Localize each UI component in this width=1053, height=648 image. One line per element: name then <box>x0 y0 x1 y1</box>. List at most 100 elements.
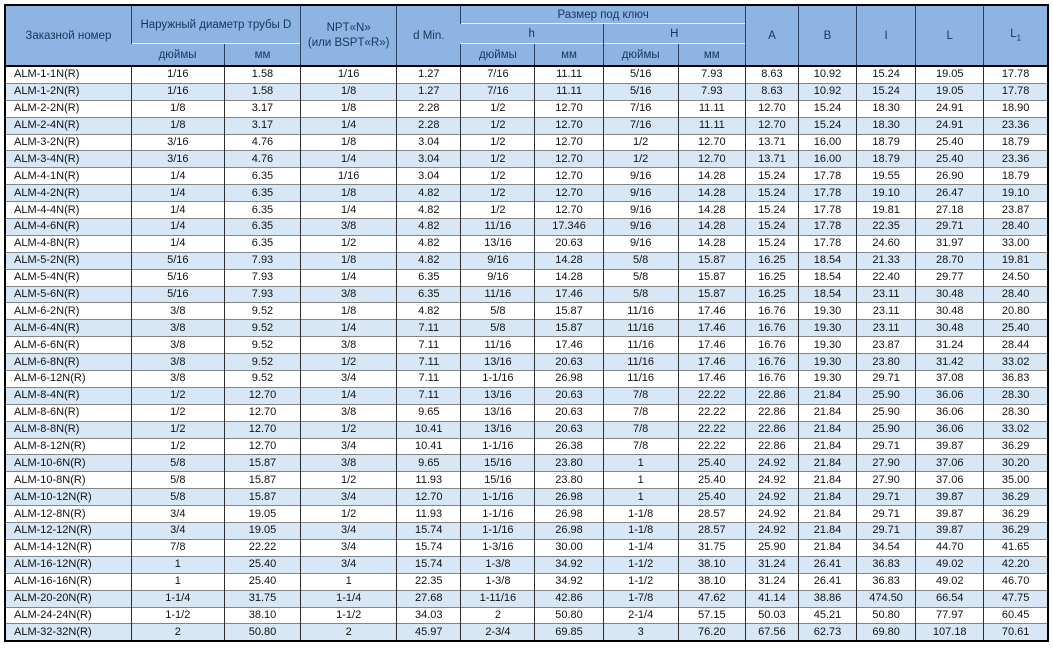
value-cell: 9/16 <box>602 184 679 202</box>
value-cell: 11/16 <box>602 319 679 337</box>
value-cell: 9.65 <box>396 403 461 422</box>
value-cell: 3/4 <box>130 505 225 523</box>
value-cell: 21.84 <box>797 437 857 455</box>
value-cell: 15.24 <box>744 167 799 185</box>
value-cell: 2.28 <box>396 99 461 118</box>
value-cell: 12.70 <box>534 133 604 151</box>
value-cell: 1/2 <box>300 420 397 439</box>
value-cell: 4.76 <box>223 133 301 151</box>
value-cell: 23.11 <box>856 302 916 320</box>
value-cell: 7.93 <box>223 268 301 287</box>
l1-subscript: 1 <box>1016 33 1022 43</box>
table-row: ALM-4-6N(R) 1/4 6.35 3/8 4.82 11/16 17.346 9/16… <box>5 218 1048 236</box>
value-cell: 27.68 <box>396 589 461 607</box>
table-header: Заказной номер Наружный диаметр трубы D … <box>5 5 1048 67</box>
value-cell: 7.11 <box>396 319 461 337</box>
table-row: ALM-5-2N(R) 5/16 7.93 1/8 4.82 9/16 14.28 5/8 15… <box>5 251 1048 270</box>
value-cell: 14.28 <box>677 167 746 185</box>
value-cell: 16.76 <box>744 353 799 371</box>
value-cell: 1/2 <box>460 201 535 219</box>
col-header-d-min: d Min. <box>396 5 461 67</box>
value-cell: 3/8 <box>130 353 225 371</box>
table-row: ALM-4-8N(R) 1/4 6.35 1/2 4.82 13/16 20.63 9/16 1… <box>5 234 1048 253</box>
value-cell: 17.78 <box>983 66 1048 84</box>
value-cell: 14.28 <box>677 218 746 236</box>
value-cell: 28.40 <box>983 285 1048 303</box>
value-cell: 13/16 <box>460 403 535 422</box>
value-cell: 9.52 <box>223 302 301 320</box>
table-row: ALM-2-4N(R) 1/8 3.17 1/4 2.28 1/2 12.70 7/16 11.… <box>5 116 1048 135</box>
value-cell: 7/16 <box>602 116 679 135</box>
order-number-cell: ALM-8-12N(R) <box>5 437 132 455</box>
order-number-cell: ALM-8-8N(R) <box>5 420 132 439</box>
value-cell: 5/8 <box>130 488 225 506</box>
value-cell: 1/4 <box>130 184 225 202</box>
value-cell: 23.80 <box>856 353 916 371</box>
value-cell: 42.20 <box>983 555 1048 574</box>
col-header-order-number: Заказной номер <box>5 5 132 67</box>
value-cell: 14.28 <box>534 268 604 287</box>
value-cell: 3.17 <box>223 116 301 135</box>
value-cell: 13/16 <box>460 353 535 371</box>
value-cell: 7/8 <box>602 403 679 422</box>
value-cell: 1/8 <box>300 99 397 118</box>
value-cell: 1/4 <box>300 116 397 135</box>
value-cell: 1/4 <box>300 201 397 219</box>
value-cell: 5/16 <box>130 285 225 303</box>
value-cell: 7.93 <box>677 82 746 101</box>
value-cell: 50.03 <box>744 606 799 624</box>
value-cell: 24.91 <box>915 99 984 118</box>
value-cell: 7/8 <box>602 420 679 439</box>
table-row: ALM-10-6N(R) 5/8 15.87 3/8 9.65 15/16 23.80 1 25… <box>5 454 1048 472</box>
table-row: ALM-10-8N(R) 5/8 15.87 1/2 11.93 15/16 23.80 1 2… <box>5 471 1048 489</box>
value-cell: 39.87 <box>915 437 984 455</box>
value-cell: 18.79 <box>856 133 916 151</box>
value-cell: 12.70 <box>534 150 604 168</box>
value-cell: 12.70 <box>677 150 746 168</box>
order-number-cell: ALM-4-4N(R) <box>5 201 132 219</box>
value-cell: 1/4 <box>300 150 397 168</box>
value-cell: 50.80 <box>534 606 604 624</box>
value-cell: 1-1/4 <box>130 589 225 607</box>
value-cell: 1-1/16 <box>460 488 535 506</box>
value-cell: 26.98 <box>534 522 604 540</box>
value-cell: 23.11 <box>856 319 916 337</box>
table-row: ALM-1-2N(R) 1/16 1.58 1/8 1.27 7/16 11.11 5/16 7… <box>5 82 1048 101</box>
value-cell: 474.50 <box>856 589 916 607</box>
value-cell: 15.74 <box>396 555 461 574</box>
value-cell: 3.04 <box>396 133 461 151</box>
table-row: ALM-1-1N(R) 1/16 1.58 1/16 1.27 7/16 11.11 5/16… <box>5 66 1048 84</box>
value-cell: 3/4 <box>300 555 397 574</box>
value-cell: 23.87 <box>983 201 1048 219</box>
value-cell: 1/4 <box>130 234 225 253</box>
header-row-1: Заказной номер Наружный диаметр трубы D … <box>5 5 1048 67</box>
value-cell: 7.11 <box>396 370 461 388</box>
header-row-2: h H <box>5 23 1048 44</box>
value-cell: 1-1/8 <box>602 505 679 523</box>
value-cell: 15.24 <box>856 82 916 101</box>
value-cell: 2-3/4 <box>460 623 535 642</box>
value-cell: 25.90 <box>856 386 916 405</box>
value-cell: 25.40 <box>223 555 301 574</box>
col-header-i: I <box>856 5 916 67</box>
value-cell: 12.70 <box>223 437 301 455</box>
value-cell: 17.346 <box>534 218 604 236</box>
order-number-cell: ALM-2-2N(R) <box>5 99 132 118</box>
value-cell: 1.58 <box>223 66 301 84</box>
value-cell: 25.90 <box>744 538 799 557</box>
value-cell: 19.30 <box>797 353 857 371</box>
value-cell: 6.35 <box>223 201 301 219</box>
value-cell: 49.02 <box>915 572 984 591</box>
value-cell: 25.40 <box>915 150 984 168</box>
value-cell: 66.54 <box>915 589 984 607</box>
col-header-H-inches: дюймы <box>602 43 679 67</box>
value-cell: 36.06 <box>915 403 984 422</box>
value-cell: 3/8 <box>130 319 225 337</box>
table-row: ALM-10-12N(R) 5/8 15.87 3/4 12.70 1-1/16 26.98… <box>5 488 1048 506</box>
value-cell: 13/16 <box>460 234 535 253</box>
value-cell: 36.29 <box>983 488 1048 506</box>
value-cell: 11/16 <box>602 353 679 371</box>
value-cell: 1/8 <box>300 251 397 270</box>
value-cell: 28.40 <box>983 218 1048 236</box>
value-cell: 21.84 <box>797 522 857 540</box>
